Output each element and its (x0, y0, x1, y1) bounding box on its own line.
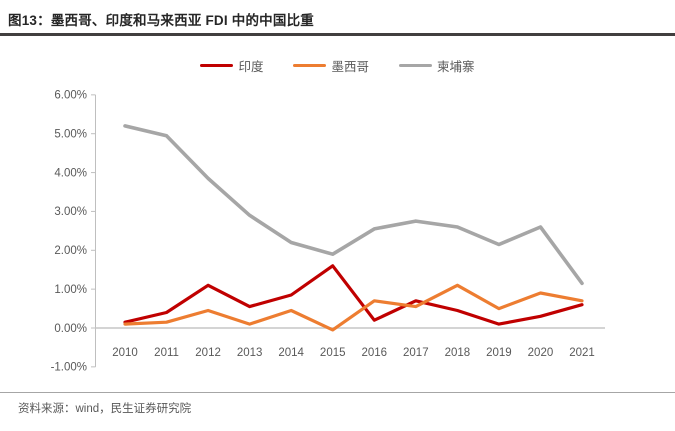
legend-item-india[interactable]: 印度 (200, 56, 263, 75)
legend-item-cambodia[interactable]: 柬埔寨 (399, 56, 475, 75)
figure-title: 图13：墨西哥、印度和马来西亚 FDI 中的中国比重 (8, 13, 314, 28)
series-line-印度 (123, 264, 584, 326)
cambodia-line-swatch-icon (399, 64, 432, 67)
y-tick-label: 3.00% (54, 206, 87, 218)
x-tick-label: 2019 (486, 347, 512, 359)
legend-label-mexico: 墨西哥 (331, 60, 369, 74)
legend-item-mexico[interactable]: 墨西哥 (293, 56, 369, 75)
x-tick-label: 2021 (569, 347, 595, 359)
x-tick-label: 2017 (403, 347, 429, 359)
legend-label-cambodia: 柬埔寨 (437, 60, 475, 74)
series-line-柬埔寨 (123, 124, 584, 286)
title-underline (0, 33, 675, 36)
footer-divider (0, 392, 675, 393)
series-line-墨西哥 (123, 283, 584, 332)
x-tick-label: 2020 (528, 347, 554, 359)
x-tick-label: 2013 (237, 347, 263, 359)
y-tick-label: -1.00% (51, 362, 87, 374)
chart-legend: 印度 墨西哥 柬埔寨 (0, 56, 675, 75)
x-tick-label: 2010 (112, 347, 138, 359)
india-line-swatch-icon (200, 64, 234, 67)
y-tick-label: 0.00% (54, 323, 87, 335)
y-tick-label: 6.00% (54, 90, 87, 102)
legend-label-india: 印度 (238, 60, 264, 74)
x-tick-label: 2011 (154, 347, 179, 359)
y-tick-label: 4.00% (54, 167, 87, 179)
x-tick-label: 2012 (195, 347, 221, 359)
x-tick-label: 2015 (320, 347, 346, 359)
mexico-line-swatch-icon (293, 64, 327, 67)
x-tick-label: 2016 (361, 347, 387, 359)
source-note: 资料来源：wind，民生证券研究院 (18, 403, 192, 415)
y-tick-label: 1.00% (54, 284, 87, 296)
x-tick-label: 2014 (278, 347, 304, 359)
y-tick-label: 5.00% (54, 129, 87, 141)
x-tick-label: 2018 (445, 347, 471, 359)
y-tick-label: 2.00% (54, 245, 87, 257)
